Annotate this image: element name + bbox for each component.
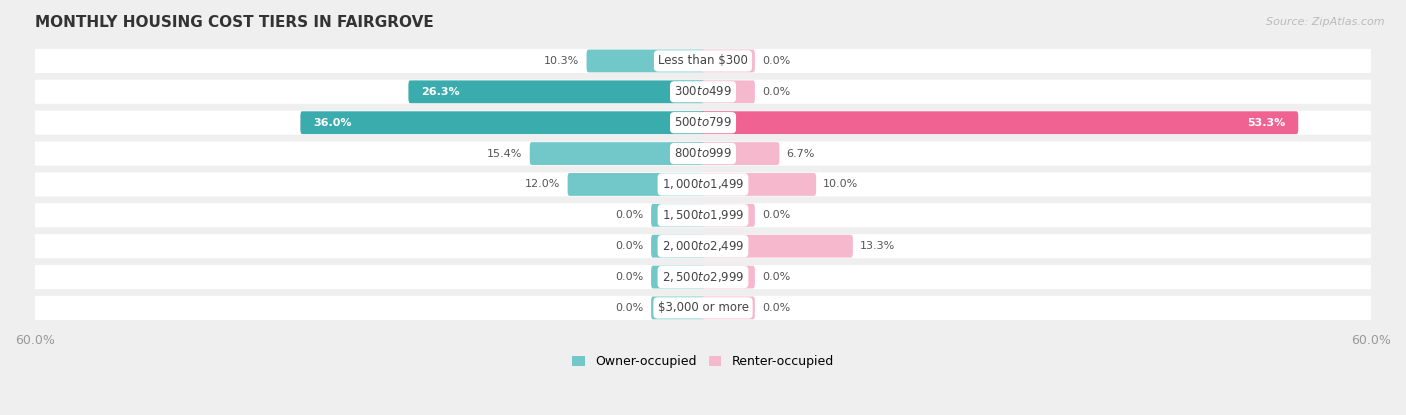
FancyBboxPatch shape [408,81,704,103]
FancyBboxPatch shape [13,111,1393,135]
Text: $3,000 or more: $3,000 or more [658,301,748,315]
FancyBboxPatch shape [702,204,755,227]
FancyBboxPatch shape [702,142,779,165]
FancyBboxPatch shape [651,266,704,288]
Text: 36.0%: 36.0% [314,118,352,128]
Legend: Owner-occupied, Renter-occupied: Owner-occupied, Renter-occupied [568,350,838,374]
Text: Less than $300: Less than $300 [658,54,748,68]
Text: 0.0%: 0.0% [762,210,790,220]
Text: 0.0%: 0.0% [762,87,790,97]
FancyBboxPatch shape [651,204,704,227]
Text: 0.0%: 0.0% [616,241,644,251]
Text: 0.0%: 0.0% [762,272,790,282]
Text: 0.0%: 0.0% [762,303,790,313]
FancyBboxPatch shape [702,111,1298,134]
FancyBboxPatch shape [13,80,1393,104]
FancyBboxPatch shape [301,111,704,134]
FancyBboxPatch shape [702,296,755,319]
Text: 6.7%: 6.7% [786,149,815,159]
FancyBboxPatch shape [702,235,853,258]
Text: MONTHLY HOUSING COST TIERS IN FAIRGROVE: MONTHLY HOUSING COST TIERS IN FAIRGROVE [35,15,433,30]
FancyBboxPatch shape [13,296,1393,320]
Text: $500 to $799: $500 to $799 [673,116,733,129]
Text: $2,500 to $2,999: $2,500 to $2,999 [662,270,744,284]
FancyBboxPatch shape [702,173,815,196]
FancyBboxPatch shape [651,235,704,258]
FancyBboxPatch shape [586,49,704,72]
Text: $1,500 to $1,999: $1,500 to $1,999 [662,208,744,222]
Text: 0.0%: 0.0% [616,210,644,220]
Text: $800 to $999: $800 to $999 [673,147,733,160]
FancyBboxPatch shape [13,203,1393,227]
FancyBboxPatch shape [702,81,755,103]
Text: 12.0%: 12.0% [524,179,561,189]
FancyBboxPatch shape [702,266,755,288]
Text: 13.3%: 13.3% [860,241,896,251]
FancyBboxPatch shape [13,265,1393,289]
Text: 10.3%: 10.3% [544,56,579,66]
Text: 0.0%: 0.0% [616,272,644,282]
Text: $1,000 to $1,499: $1,000 to $1,499 [662,178,744,191]
FancyBboxPatch shape [530,142,704,165]
FancyBboxPatch shape [13,234,1393,258]
FancyBboxPatch shape [13,142,1393,166]
Text: 0.0%: 0.0% [616,303,644,313]
Text: $300 to $499: $300 to $499 [673,85,733,98]
Text: 10.0%: 10.0% [824,179,859,189]
Text: 26.3%: 26.3% [422,87,460,97]
Text: 53.3%: 53.3% [1247,118,1285,128]
FancyBboxPatch shape [568,173,704,196]
Text: 15.4%: 15.4% [488,149,523,159]
Text: Source: ZipAtlas.com: Source: ZipAtlas.com [1267,17,1385,27]
FancyBboxPatch shape [13,49,1393,73]
FancyBboxPatch shape [13,172,1393,196]
Text: 0.0%: 0.0% [762,56,790,66]
Text: $2,000 to $2,499: $2,000 to $2,499 [662,239,744,253]
FancyBboxPatch shape [651,296,704,319]
FancyBboxPatch shape [702,49,755,72]
